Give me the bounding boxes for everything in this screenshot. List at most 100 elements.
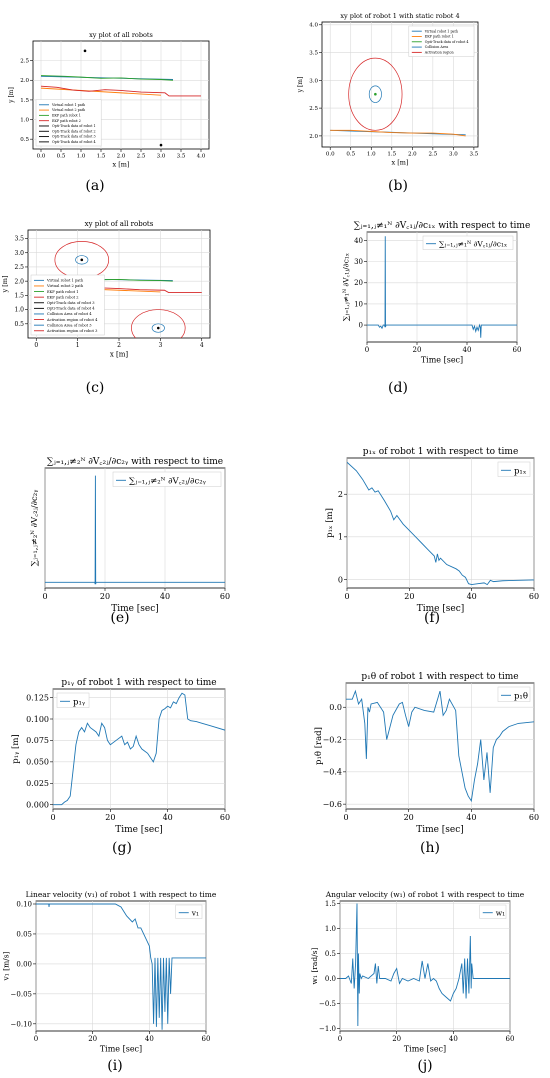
x-tick-label: 20 <box>105 813 115 822</box>
x-tick-label: 20 <box>88 1035 97 1043</box>
panel-label: (a) <box>85 178 104 194</box>
y-axis-label: y [m] <box>1 276 9 294</box>
y-tick-label: 40 <box>354 237 363 245</box>
x-tick-label: 60 <box>529 813 539 822</box>
y-tick-label: −0.6 <box>323 800 342 809</box>
x-tick-label: 1 <box>76 342 80 349</box>
legend-entry: Collision Area of robot 4 <box>47 312 92 316</box>
chart-c: 0 1 2 3 4 0.5 1.0 1.5 2.0 2.5 3.0 3.5 xy plot of all… <box>1 220 211 396</box>
chart-h: 0 20 40 60 −0.6 −0.4 −0.2 0.0 p₁θ of robot 1 wit… <box>314 672 539 856</box>
y-tick-label: −0.10 <box>11 1020 32 1028</box>
chart-title: xy plot of all robots <box>89 31 153 39</box>
y-tick-label: 1.5 <box>325 900 336 908</box>
x-tick-label: 0.0 <box>326 152 335 158</box>
x-tick-label: 3.5 <box>177 154 186 160</box>
legend: p₁ₓ <box>497 461 531 477</box>
x-tick-label: 20 <box>392 1035 401 1043</box>
y-tick-label: 1.0 <box>20 117 29 123</box>
chart-title: p₁θ of robot 1 with respect to time <box>361 672 518 682</box>
series-line <box>367 236 517 338</box>
legend-entry: Virtual robot 1 path <box>424 29 459 33</box>
y-tick-label: 2 <box>338 490 343 499</box>
x-tick-label: 20 <box>100 592 110 601</box>
legend-entry: Activation region <box>424 51 455 55</box>
y-tick-label: 0.125 <box>26 693 49 702</box>
series-line <box>36 903 206 1030</box>
x-axis-label: Time [sec] <box>100 1045 142 1054</box>
region-circle <box>348 57 403 131</box>
region-circle <box>368 85 382 103</box>
legend-entry: EKF path robot 1 <box>52 114 81 118</box>
y-tick-label: −0.5 <box>319 1000 336 1008</box>
x-tick-label: 40 <box>145 1035 154 1043</box>
legend: Virtual robot 1 path EKF path robot 1Opti… <box>408 25 475 57</box>
legend-entry: Activation region of robot 4 <box>46 318 98 322</box>
plot-area <box>339 900 511 1032</box>
y-axis-label: p₁θ [rad] <box>314 727 324 765</box>
panel-label: (h) <box>420 840 440 856</box>
legend-box <box>497 461 531 477</box>
legend-entry: Opti-Track data of robot 2 <box>52 129 96 133</box>
panel-label: (d) <box>388 380 408 396</box>
series-line <box>40 87 162 96</box>
x-tick-label: 0.5 <box>346 152 355 158</box>
legend: v₁ <box>175 904 203 919</box>
legend-entry: Collision Area <box>425 45 448 49</box>
legend-entry: Opti-Track data of robot 1 <box>52 124 96 128</box>
x-tick-label: 0 <box>42 592 47 601</box>
chart-d: 0 20 40 60 0 10 20 30 40 ∑ⱼ₌₁,ⱼ≠₁ᴺ ∂V꜀₁ⱼ/∂c₁ₓ wit… <box>341 221 530 396</box>
y-tick-label: −0.2 <box>323 735 342 744</box>
x-tick-label: 2.5 <box>428 152 437 158</box>
y-tick-label: 3.5 <box>309 50 318 56</box>
y-tick-label: −0.05 <box>11 990 32 998</box>
x-axis-label: Time [sec] <box>416 825 464 835</box>
legend-entry: Opti-Track data of robot 4 <box>425 40 469 44</box>
x-tick-label: 0 <box>343 813 348 822</box>
x-tick-label: 40 <box>467 592 477 601</box>
x-tick-label: 1.0 <box>77 154 86 160</box>
chart-e: 0 20 40 60 ∑ⱼ₌₁,ⱼ≠₂ᴺ ∂V꜀₂ⱼ/∂c₂ᵧ with respect… <box>30 457 230 626</box>
chart-title: p₁ᵧ of robot 1 with respect to time <box>61 678 216 688</box>
y-tick-label: 1.0 <box>14 307 24 314</box>
y-tick-label: 4.0 <box>309 23 318 29</box>
x-tick-label: 40 <box>160 592 170 601</box>
y-tick-label: 10 <box>354 300 363 308</box>
x-axis-label: x [m] <box>113 161 130 169</box>
y-tick-label: 20 <box>354 279 363 287</box>
x-tick-label: 40 <box>463 346 472 354</box>
y-tick-label: 0.025 <box>26 779 49 788</box>
data-point <box>83 49 87 53</box>
series-line <box>45 475 225 585</box>
chart-g: 0 20 40 60 0.000 0.025 0.050 0.075 0.100 0.125 p₁ᵧ… <box>11 678 230 856</box>
y-tick-label: 3.0 <box>309 78 318 84</box>
x-tick-label: 3.5 <box>470 152 479 158</box>
y-tick-label: 30 <box>354 258 363 266</box>
legend-entry: EKF path robot 2 <box>47 295 79 299</box>
series-line <box>340 903 510 1027</box>
x-tick-label: 20 <box>404 813 414 822</box>
x-tick-label: 0 <box>338 1035 342 1043</box>
x-axis-label: Time [sec] <box>404 1045 446 1054</box>
legend-entry: EKF path robot 1 <box>47 290 79 294</box>
y-tick-label: 0.05 <box>16 930 32 938</box>
chart-title: Angular velocity (w₁) of robot 1 with re… <box>325 890 525 899</box>
y-tick-label: 2.5 <box>14 264 24 271</box>
data-point <box>80 258 84 262</box>
legend-entry: ∑ⱼ₌₁,ⱼ≠₁ᴺ ∂V꜀₁ⱼ/∂c₁ₓ <box>439 239 507 248</box>
legend-entry: p₁θ <box>514 691 528 701</box>
legend-entry: EKF path robot 2 <box>52 119 81 123</box>
chart-f: 0 20 40 60 0 1 2 p₁ₓ of robot 1 with respect to… <box>325 447 539 626</box>
chart-title: Linear velocity (v₁) of robot 1 with res… <box>26 890 217 899</box>
region-circle <box>75 255 89 265</box>
legend-box <box>56 692 90 708</box>
chart-a: 0.0 0.5 1.0 1.5 2.0 2.5 3.0 3.5 4.0 0.5 1.0 1.5 2.0 2… <box>8 31 210 194</box>
legend-box <box>479 904 507 919</box>
series-line <box>330 129 466 137</box>
plot-area <box>35 900 207 1032</box>
x-tick-label: 4 <box>200 342 204 349</box>
series-line <box>40 85 201 97</box>
panel-label: (e) <box>110 610 129 626</box>
y-tick-label: 0.0 <box>325 975 336 983</box>
y-axis-label: ∑ⱼ₌₁,ⱼ≠₁ᴺ ∂V꜀₁ⱼ/∂c₁ₓ <box>341 253 350 321</box>
